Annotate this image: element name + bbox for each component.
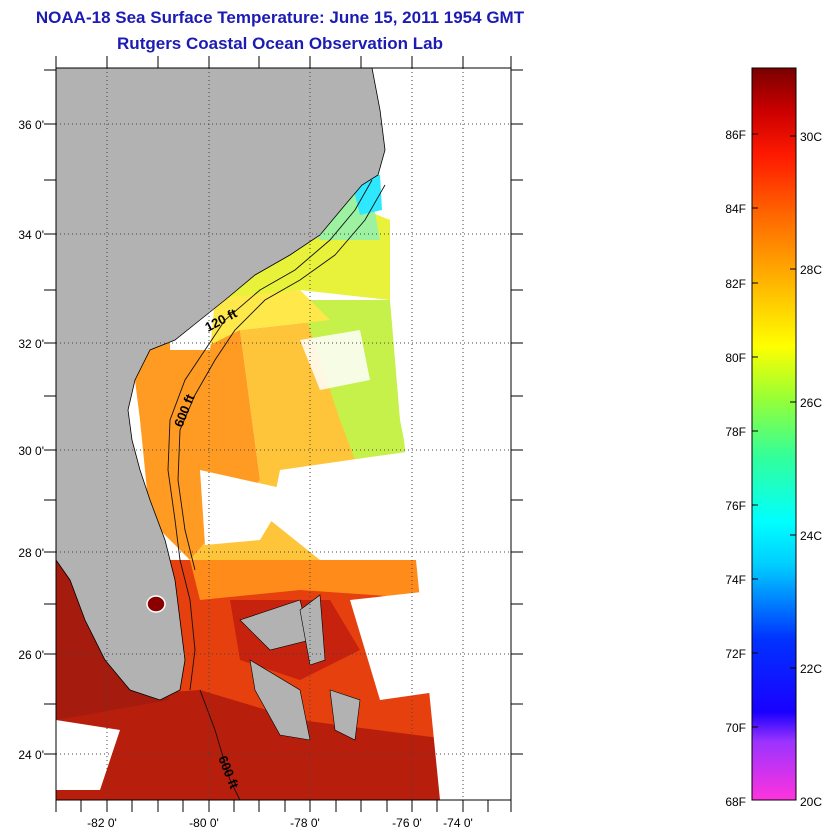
map-panel: 120 ft 600 ft 600 ft xyxy=(56,68,511,800)
colorbar-f-label: 76F xyxy=(725,499,746,513)
bahamas-islands xyxy=(239,594,361,741)
page-title: NOAA-18 Sea Surface Temperature: June 15… xyxy=(35,8,525,27)
lat-label: 34 0' xyxy=(18,228,44,242)
colorbar-c-label: 20C xyxy=(800,795,822,809)
colorbar xyxy=(751,67,797,801)
colorbar-celsius-labels: 30C 28C 26C 24C 22C 20C xyxy=(800,130,822,809)
colorbar-c-label: 22C xyxy=(800,662,822,676)
colorbar-f-label: 80F xyxy=(725,351,746,365)
map-frame-ticks xyxy=(44,56,523,812)
lon-label: -74 0' xyxy=(443,816,473,830)
lat-label: 24 0' xyxy=(18,748,44,762)
lat-label: 36 0' xyxy=(18,118,44,132)
page-subtitle: Rutgers Coastal Ocean Observation Lab xyxy=(117,34,443,53)
colorbar-f-label: 72F xyxy=(725,647,746,661)
lat-label: 32 0' xyxy=(18,337,44,351)
colorbar-f-label: 70F xyxy=(725,721,746,735)
colorbar-fahrenheit-labels: 86F 84F 82F 80F 78F 76F 74F 72F 70F 68F xyxy=(725,128,746,809)
lat-label: 30 0' xyxy=(18,444,44,458)
latitude-labels: 36 0' 34 0' 32 0' 30 0' 28 0' 26 0' 24 0… xyxy=(18,118,44,762)
lake-okeechobee xyxy=(146,595,166,613)
lon-label: -82 0' xyxy=(87,816,117,830)
bathymetry-contours xyxy=(167,179,386,800)
colorbar-c-label: 26C xyxy=(800,396,822,410)
colorbar-f-label: 78F xyxy=(725,425,746,439)
land-mass xyxy=(56,68,386,701)
lat-label: 28 0' xyxy=(18,546,44,560)
colorbar-f-label: 68F xyxy=(725,795,746,809)
colorbar-c-label: 30C xyxy=(800,130,822,144)
colorbar-c-label: 28C xyxy=(800,263,822,277)
colorbar-f-label: 74F xyxy=(725,573,746,587)
colorbar-c-ticks xyxy=(790,135,796,669)
colorbar-c-label: 24C xyxy=(800,529,822,543)
map-frame xyxy=(55,67,512,801)
longitude-labels: -82 0' -80 0' -78 0' -76 0' -74 0' xyxy=(87,816,473,830)
lat-label: 26 0' xyxy=(18,648,44,662)
colorbar-f-ticks xyxy=(752,133,758,728)
colorbar-f-label: 82F xyxy=(725,277,746,291)
colorbar-f-label: 86F xyxy=(725,128,746,142)
colorbar-f-label: 84F xyxy=(725,202,746,216)
lon-label: -78 0' xyxy=(290,816,320,830)
lon-label: -76 0' xyxy=(392,816,422,830)
lon-label: -80 0' xyxy=(189,816,219,830)
